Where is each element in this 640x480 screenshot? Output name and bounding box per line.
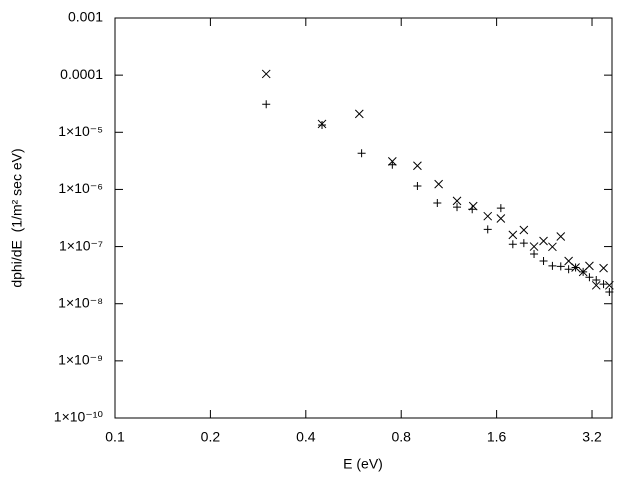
data-point (529, 242, 539, 251)
data-point (468, 205, 477, 214)
data-point (468, 201, 478, 211)
data-point (548, 261, 557, 270)
data-point (530, 250, 539, 259)
data-point (539, 256, 548, 265)
y-tick-label: 1×10⁻⁸ (58, 294, 103, 310)
data-point (519, 239, 528, 248)
data-point (388, 160, 397, 169)
data-point (387, 156, 397, 166)
data-point (413, 181, 422, 190)
data-point (599, 280, 608, 289)
y-axis-label: dphi/dE (1/m² sec eV) (9, 148, 25, 287)
data-point (556, 262, 565, 271)
data-point (548, 242, 557, 252)
data-point (591, 280, 601, 290)
data-point (354, 109, 364, 119)
y-tick-label: 1×10⁻¹⁰ (54, 409, 104, 425)
data-point (592, 276, 601, 285)
data-point (483, 225, 492, 234)
plot-frame (114, 17, 613, 419)
data-point (605, 288, 614, 297)
data-point (519, 225, 529, 235)
y-tick-label: 1×10⁻⁹ (58, 352, 103, 368)
data-point (357, 149, 366, 158)
data-point (539, 236, 548, 246)
data-point (262, 100, 271, 109)
data-point (318, 121, 327, 130)
data-point (585, 273, 594, 282)
data-point (434, 179, 443, 189)
x-tick-label: 0.2 (201, 429, 221, 445)
data-point (508, 240, 517, 249)
data-point (452, 196, 462, 206)
y-tick-label: 0.0001 (60, 66, 103, 82)
data-point (413, 161, 422, 171)
data-point (433, 198, 442, 207)
y-tick-label: 1×10⁻⁷ (59, 237, 103, 253)
x-tick-label: 3.2 (582, 429, 602, 445)
y-tick-label: 1×10⁻⁶ (58, 180, 103, 196)
x-tick-label: 0.4 (296, 429, 316, 445)
y-tick-label: 1×10⁻⁵ (58, 123, 103, 139)
data-point (564, 256, 573, 266)
data-point (564, 265, 573, 274)
data-point (496, 204, 505, 213)
x-tick-label: 0.1 (105, 429, 125, 445)
data-point (317, 119, 327, 129)
y-tick-label: 0.001 (68, 9, 103, 25)
data-point (599, 263, 608, 273)
data-point (605, 280, 614, 290)
data-point (483, 211, 493, 221)
x-tick-label: 1.6 (487, 429, 507, 445)
data-point (585, 261, 594, 271)
data-point (453, 203, 462, 212)
data-point (571, 263, 580, 272)
data-point (261, 69, 271, 79)
data-point (496, 214, 506, 223)
data-point (508, 230, 518, 240)
data-point (556, 232, 566, 241)
x-axis-label: E (eV) (343, 456, 383, 472)
x-tick-label: 0.8 (391, 429, 411, 445)
